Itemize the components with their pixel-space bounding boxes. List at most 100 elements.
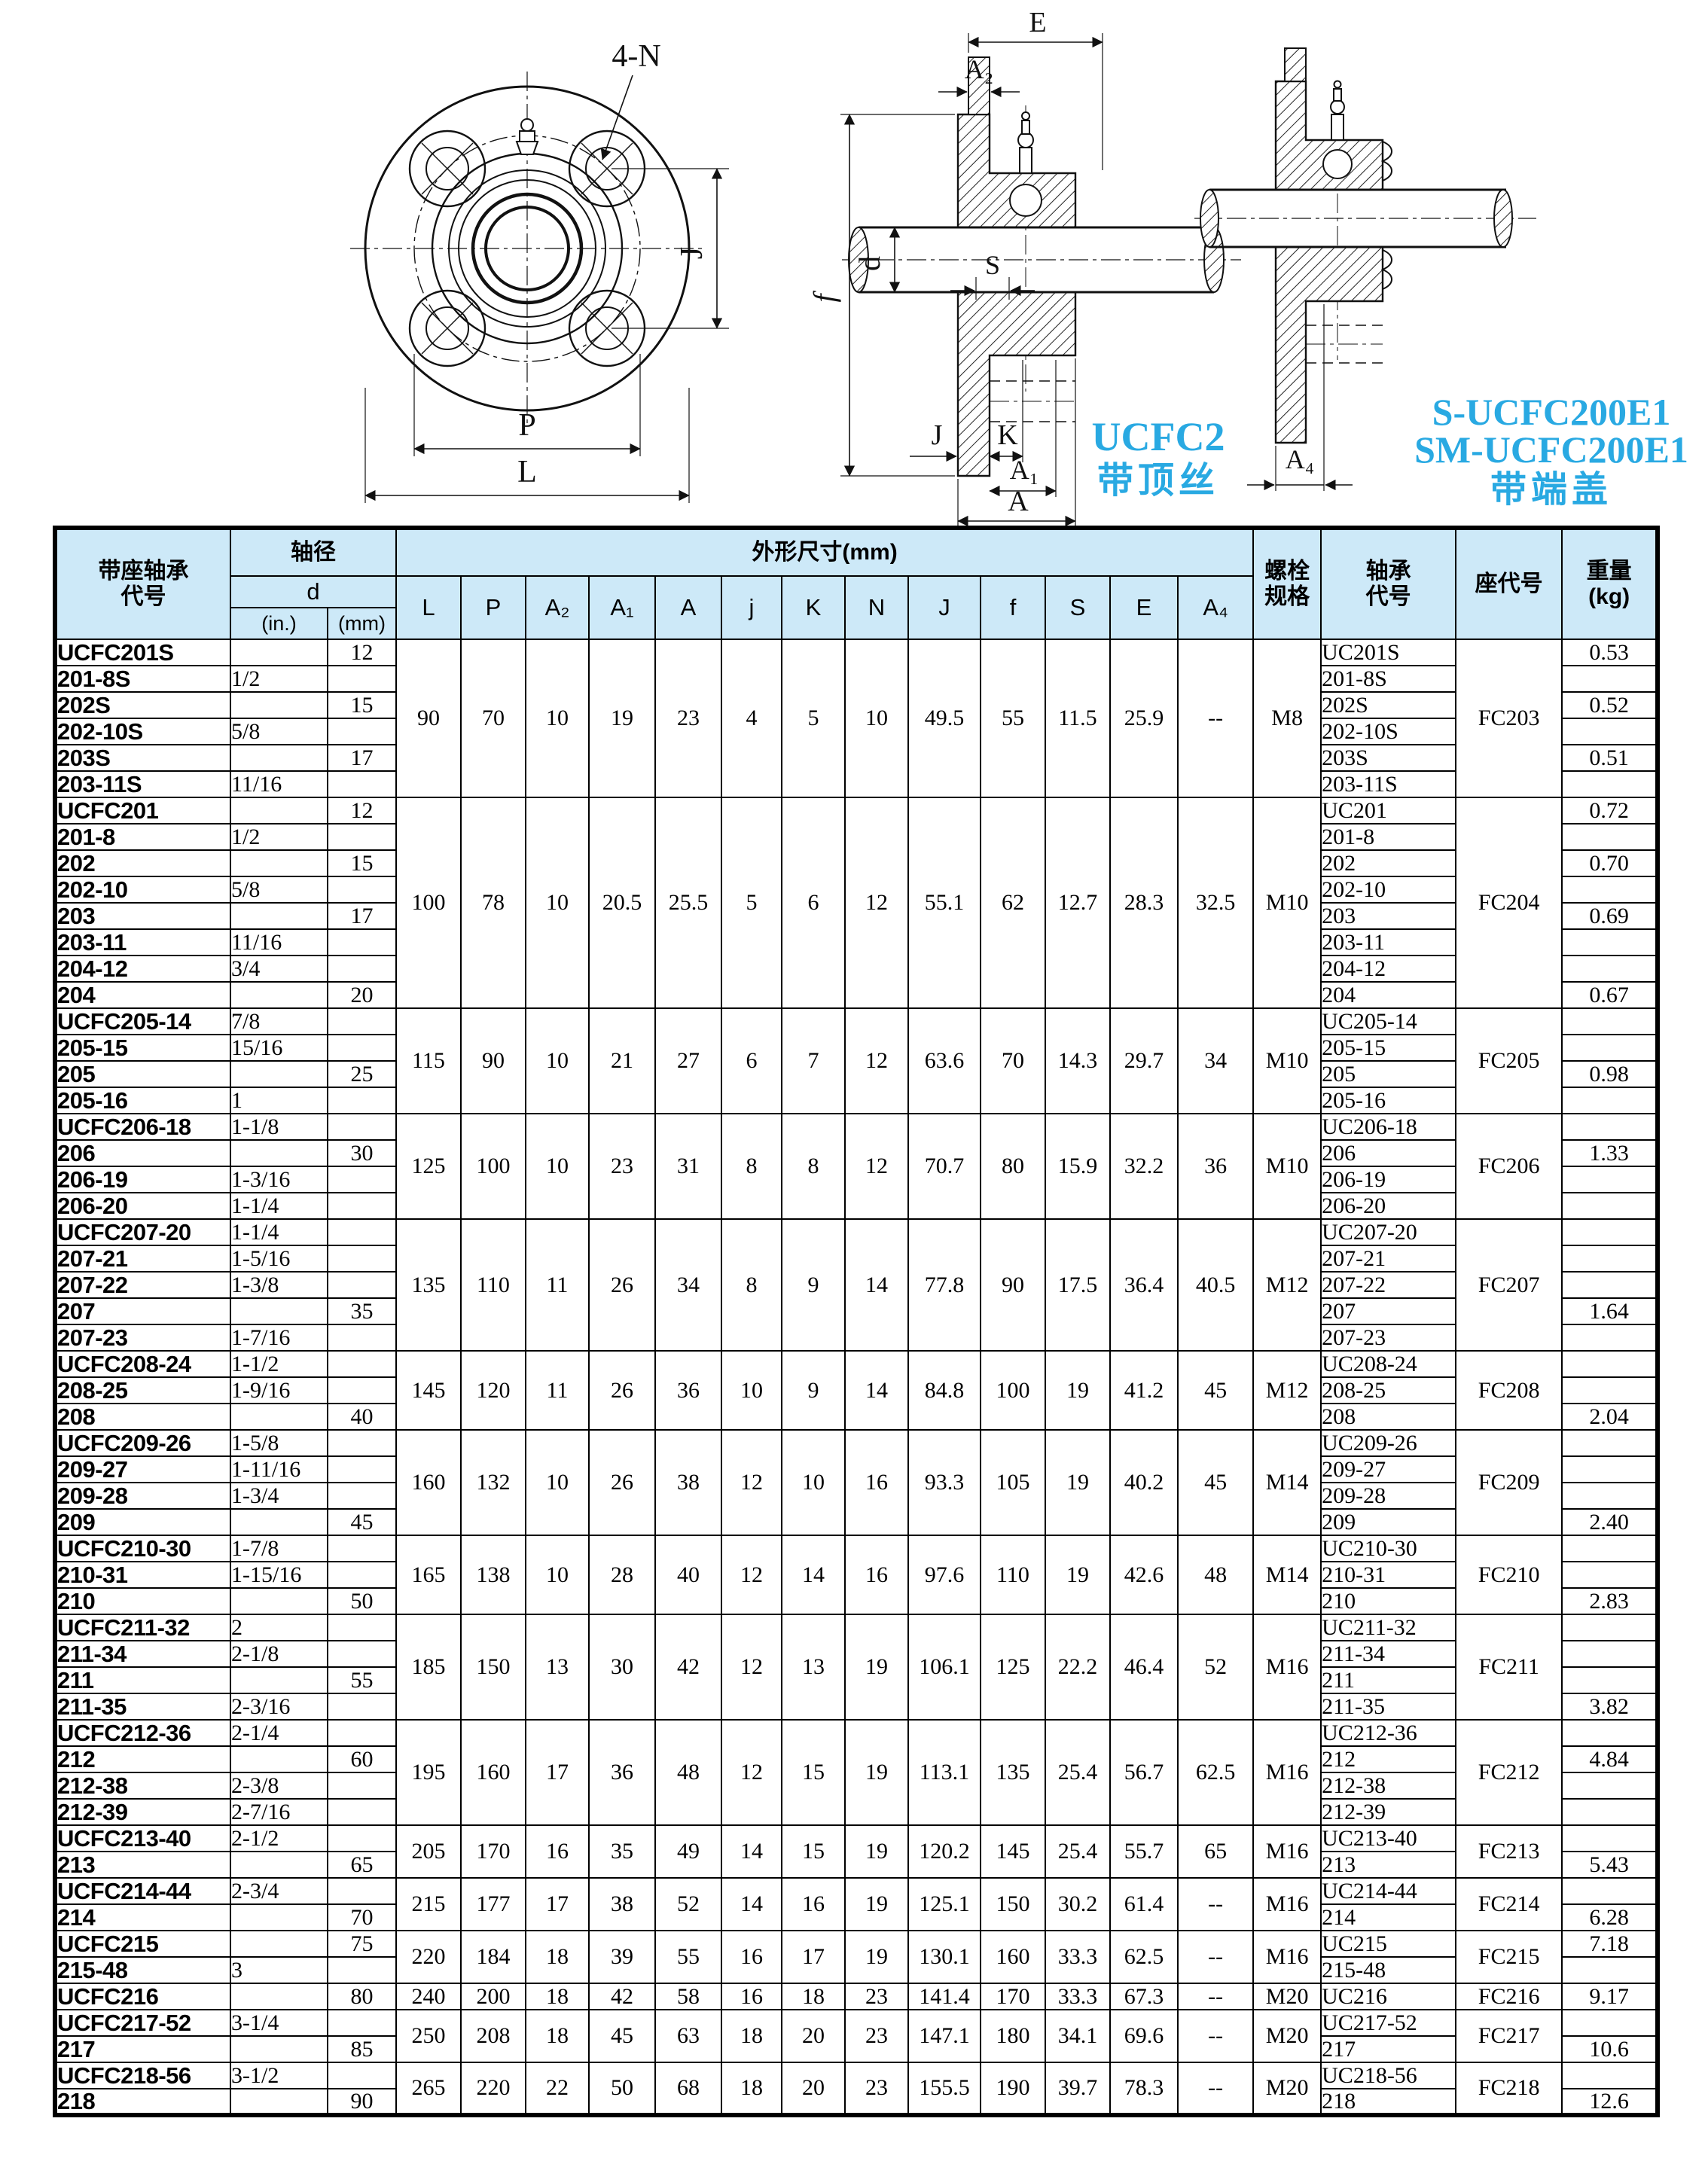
shaft-break-right-2 — [1493, 189, 1513, 248]
bolt-cell: M12 — [1252, 1350, 1322, 1431]
weight-cell: 2.04 — [1561, 1403, 1659, 1431]
mm-cell: 75 — [327, 1930, 397, 1958]
table-row: UCFC212-36 2-1/4 195 160 17 36 48 12 15 19 113.1 13… — [54, 1719, 1659, 1826]
inch-cell: 15/16 — [230, 1034, 328, 1062]
bearing-code-cell: UC209-26 — [1320, 1429, 1457, 1457]
unit-code-cell: 212-39 — [54, 1798, 231, 1826]
unit-code-cell: 204-12 — [54, 955, 231, 983]
inch-cell — [230, 1060, 328, 1088]
mm-cell: 35 — [327, 1297, 397, 1325]
dim-cell-A: 40 — [654, 1535, 722, 1615]
bearing-code-cell: 207-23 — [1320, 1324, 1457, 1352]
table-row: 207-21 1-5/16 207-21 — [54, 1245, 1659, 1273]
mm-cell — [327, 1824, 397, 1852]
bearing-code-cell: 207 — [1320, 1297, 1457, 1325]
dim-cell-E: 36.4 — [1109, 1218, 1179, 1352]
mm-cell: 17 — [327, 744, 397, 772]
bearing-code-cell: UC218-56 — [1320, 2062, 1457, 2089]
dim-cell-A₁: 45 — [588, 2009, 656, 2063]
dim-cell-S: 14.3 — [1045, 1007, 1111, 1114]
dim-cell-j: 14 — [721, 1824, 782, 1879]
dim-label-a2: A₂ — [965, 54, 994, 84]
bearing-code-cell: UC207-20 — [1320, 1218, 1457, 1246]
table-row: 207-23 1-7/16 207-23 — [54, 1324, 1659, 1352]
mm-cell — [327, 1798, 397, 1826]
header-bolt-spec: 螺栓 规格 — [1252, 527, 1322, 640]
dim-cell-A₁: 38 — [588, 1877, 656, 1931]
bearing-code-cell: 201-8S — [1320, 665, 1457, 693]
bearing-code-cell: UC201S — [1320, 639, 1457, 666]
weight-cell — [1561, 1376, 1659, 1404]
table-row: 215-48 3 215-48 — [54, 1956, 1659, 1984]
dim-cell-K: 17 — [781, 1930, 846, 1984]
mm-cell — [327, 1772, 397, 1800]
mm-cell — [327, 1245, 397, 1273]
table-row: 211 55 211 — [54, 1666, 1659, 1694]
dim-cell-j: 12 — [721, 1719, 782, 1826]
dim-cell-E: 62.5 — [1109, 1930, 1179, 1984]
inch-cell: 3/4 — [230, 955, 328, 983]
dim-cell-P: 138 — [460, 1535, 526, 1615]
header-dim-L: L — [395, 575, 462, 640]
table-row: UCFC216 80 240 200 18 42 58 16 18 23 141.4 170 33.3 6… — [54, 1983, 1659, 2010]
dim-cell-A₄: 48 — [1176, 1535, 1255, 1615]
seal-circle — [458, 179, 596, 318]
table-row: 209 45 209 2.40 — [54, 1508, 1659, 1536]
table-row: 212-38 2-3/8 212-38 — [54, 1772, 1659, 1800]
dim-cell-E: 41.2 — [1109, 1350, 1179, 1431]
table-row: 203-11S 11/16 203-11S — [54, 770, 1659, 798]
weight-cell — [1561, 1007, 1659, 1035]
header-in: (in.) — [230, 607, 328, 640]
mm-cell — [327, 1034, 397, 1062]
dim-cell-J: 120.2 — [907, 1824, 981, 1879]
inch-cell: 11/16 — [230, 770, 328, 798]
unit-code-cell: 202S — [54, 691, 231, 719]
dim-cell-L: 265 — [395, 2062, 462, 2116]
weight-cell: 0.70 — [1561, 849, 1659, 877]
end-cover-boot-upper — [1380, 141, 1392, 181]
unit-code-cell: 202 — [54, 849, 231, 877]
dim-cell-A₁: 26 — [588, 1350, 656, 1431]
inch-cell: 1-3/8 — [230, 1271, 328, 1299]
table-row: 205-16 1 205-16 — [54, 1087, 1659, 1114]
table-row: 208 40 208 2.04 — [54, 1403, 1659, 1431]
weight-cell — [1561, 1192, 1659, 1220]
dim-cell-L: 160 — [395, 1429, 462, 1536]
table-row: 211-35 2-3/16 211-35 3.82 — [54, 1693, 1659, 1721]
bearing-code-cell: 202-10 — [1320, 876, 1457, 904]
inch-cell — [230, 691, 328, 719]
header-d: d — [230, 575, 397, 608]
dim-cell-S: 19 — [1045, 1429, 1111, 1536]
bearing-code-cell: 202 — [1320, 849, 1457, 877]
dim-cell-A₂: 10 — [525, 1113, 590, 1220]
unit-code-cell: 202-10 — [54, 876, 231, 904]
table-row: 202-10S 5/8 202-10S — [54, 718, 1659, 745]
dim-cell-J: 70.7 — [907, 1113, 981, 1220]
inch-cell: 2-3/8 — [230, 1772, 328, 1800]
dim-label-f: f — [807, 291, 841, 303]
mm-cell: 20 — [327, 981, 397, 1009]
bolt-cell: M10 — [1252, 797, 1322, 1009]
dim-cell-A₂: 10 — [525, 797, 590, 1009]
unit-code-cell: 209-27 — [54, 1455, 231, 1483]
dim-cell-f: 110 — [980, 1535, 1046, 1615]
inch-cell — [230, 2088, 328, 2116]
table-row: 214 70 214 6.28 — [54, 1903, 1659, 1931]
bearing-code-cell: 207-22 — [1320, 1271, 1457, 1299]
dim-cell-A: 36 — [654, 1350, 722, 1431]
dim-cell-E: 25.9 — [1109, 639, 1179, 798]
unit-code-cell: 201-8S — [54, 665, 231, 693]
dim-cell-A: 34 — [654, 1218, 722, 1352]
weight-cell: 0.98 — [1561, 1060, 1659, 1088]
dim-cell-J: 93.3 — [907, 1429, 981, 1536]
dim-cell-j: 6 — [721, 1007, 782, 1114]
shaft-break-left-2 — [1200, 189, 1219, 248]
inch-cell: 1-7/16 — [230, 1324, 328, 1352]
housing-code-cell: FC217 — [1455, 2009, 1563, 2063]
dim-label-a4: A₄ — [1286, 444, 1315, 474]
dim-cell-L: 195 — [395, 1719, 462, 1826]
unit-code-cell: 214 — [54, 1903, 231, 1931]
mm-cell — [327, 2062, 397, 2089]
dim-cell-E: 61.4 — [1109, 1877, 1179, 1931]
housing-code-cell: FC203 — [1455, 639, 1563, 798]
